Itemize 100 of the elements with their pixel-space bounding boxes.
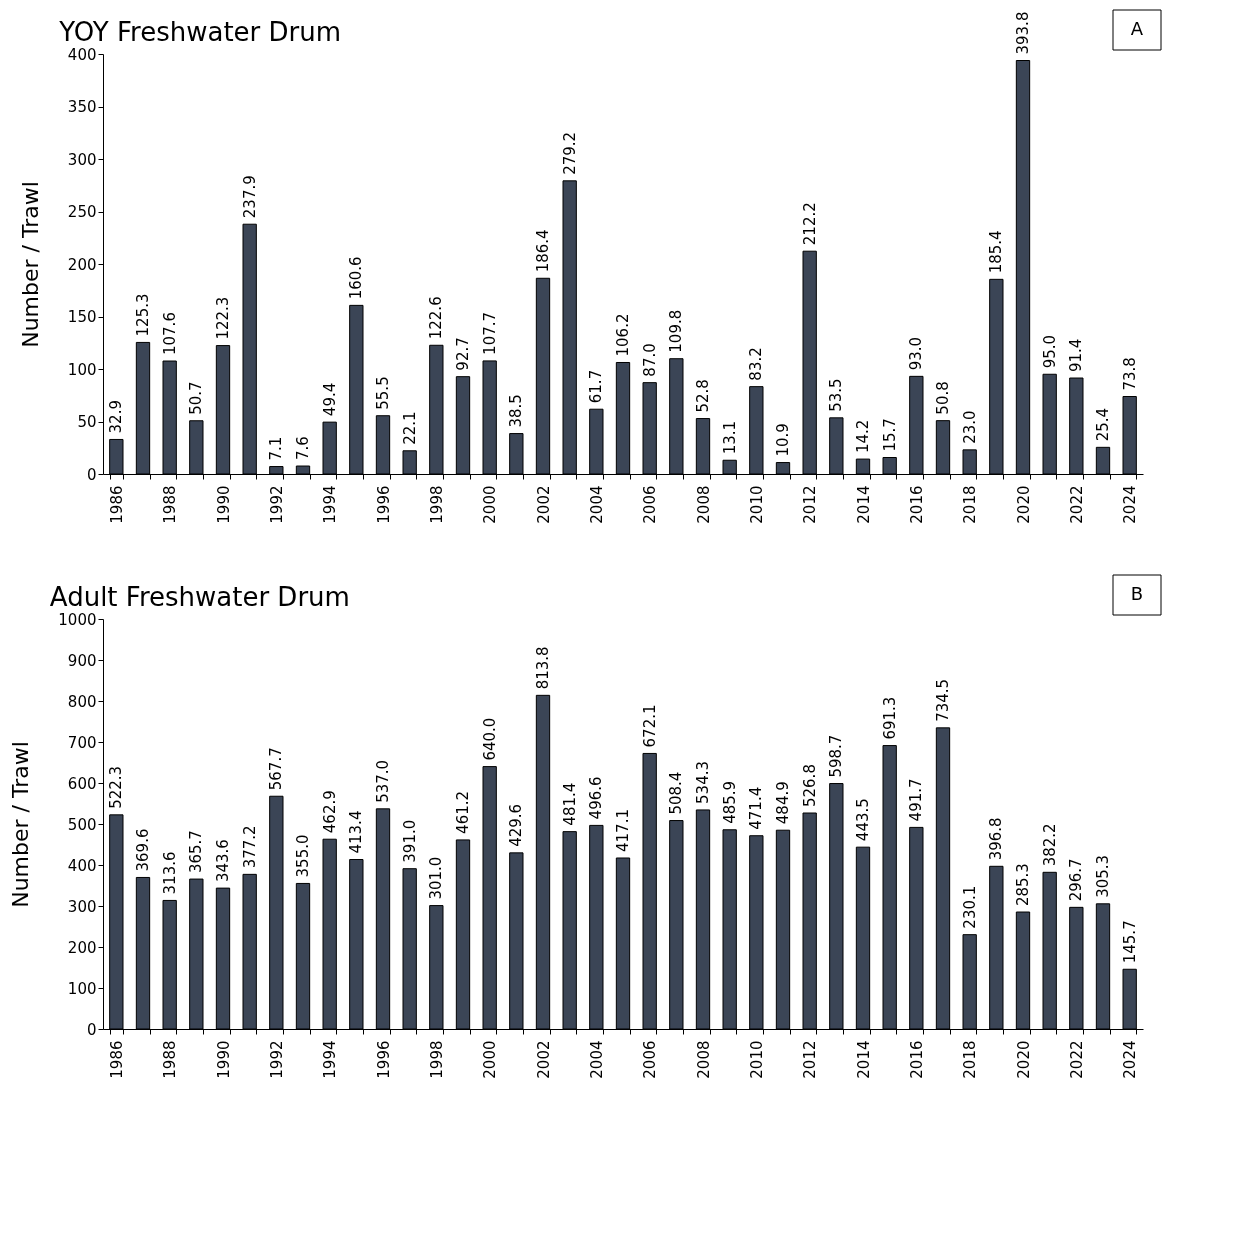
data-label: 462.9 (320, 790, 339, 834)
x-tick-label: 2006 (641, 1040, 660, 1079)
data-label: 485.9 (720, 780, 739, 824)
y-tick-label: 50 (77, 413, 97, 431)
x-tick-label: 2024 (1121, 1040, 1140, 1079)
y-tick-label: 200 (67, 938, 97, 957)
data-label: 32.9 (107, 400, 126, 434)
x-tick-label: 2008 (694, 1040, 713, 1079)
x-tick-label: 2012 (801, 485, 820, 524)
data-label: 301.0 (427, 856, 446, 900)
x-tick-label: 2010 (747, 1040, 766, 1079)
y-tick-label: 600 (67, 774, 97, 793)
y-tick-label: 0 (86, 1020, 97, 1039)
y-tick-label: 400 (67, 856, 97, 875)
data-label: 313.6 (160, 851, 179, 895)
data-label: 15.7 (880, 418, 899, 452)
data-label: 461.2 (454, 790, 472, 834)
x-tick-label: 1994 (321, 485, 340, 524)
data-label: 91.4 (1067, 338, 1086, 373)
x-tick-label: 1998 (427, 485, 446, 524)
data-label: 508.4 (667, 771, 686, 815)
x-tick-label: 1990 (214, 1040, 233, 1079)
x-tick-label: 2020 (1014, 1040, 1033, 1079)
data-label: 343.6 (214, 839, 232, 883)
x-tick-label: 2010 (747, 485, 766, 524)
y-tick-label: 150 (67, 308, 97, 326)
data-label: 369.6 (134, 828, 152, 872)
data-label: 305.3 (1094, 854, 1112, 898)
data-label: 212.2 (800, 202, 819, 246)
x-tick-label: 2002 (534, 1040, 553, 1079)
data-label: 186.4 (534, 229, 552, 273)
data-label: 691.3 (880, 696, 899, 740)
y-axis-title: Number / Trawl (8, 741, 34, 908)
x-tick-label: 2008 (694, 485, 713, 524)
y-tick-label: 1000 (58, 610, 97, 629)
data-label: 471.4 (747, 786, 766, 830)
y-tick-label: 100 (67, 360, 97, 379)
data-label: 73.8 (1120, 357, 1139, 391)
data-label: 38.5 (507, 394, 526, 428)
data-label: 95.0 (1040, 334, 1059, 369)
y-tick-label: 700 (67, 733, 97, 752)
x-tick-label: 1990 (214, 485, 233, 524)
y-tick-label: 0 (86, 465, 97, 484)
x-tick-label: 1996 (374, 485, 393, 524)
data-label: 355.0 (294, 834, 312, 878)
y-tick-label: 300 (67, 150, 97, 169)
x-tick-label: 1992 (267, 1040, 286, 1079)
y-tick-label: 250 (67, 203, 97, 221)
x-tick-label: 2016 (907, 1040, 926, 1079)
data-label: 396.8 (987, 817, 1006, 861)
data-label: 107.7 (480, 311, 499, 355)
y-tick-label: 500 (67, 815, 97, 834)
data-label: 296.7 (1067, 858, 1086, 902)
data-label: 382.2 (1040, 823, 1059, 867)
y-tick-label: 350 (67, 98, 97, 116)
y-tick-label: 900 (67, 651, 97, 670)
data-label: 55.5 (374, 376, 392, 410)
y-tick-label: 300 (67, 897, 97, 916)
data-label: 567.7 (267, 747, 286, 791)
data-label: 61.7 (587, 369, 606, 404)
data-label: 106.2 (614, 313, 632, 357)
data-label: 230.1 (960, 885, 979, 929)
y-tick-label: 800 (67, 692, 97, 711)
data-label: 23.0 (960, 410, 979, 444)
data-label: 52.8 (694, 379, 712, 413)
data-label: 7.1 (267, 436, 286, 461)
y-axis-title: Number / Trawl (17, 181, 43, 348)
x-tick-label: 2000 (481, 1040, 500, 1079)
data-label: 393.8 (1014, 11, 1032, 55)
data-label: 734.5 (934, 678, 952, 722)
data-label: 122.6 (427, 296, 446, 340)
data-label: 92.7 (454, 337, 472, 371)
data-label: 484.9 (774, 781, 792, 825)
data-label: 145.7 (1120, 920, 1139, 964)
chart-title: Adult Freshwater Drum (49, 581, 350, 612)
data-label: 53.5 (827, 378, 846, 412)
x-tick-label: 1988 (161, 1040, 180, 1079)
data-label: 413.4 (347, 810, 366, 854)
data-label: 537.0 (374, 759, 392, 803)
x-tick-label: 2004 (587, 1040, 606, 1079)
y-tick-label: 200 (67, 255, 97, 274)
x-tick-label: 2018 (961, 1040, 980, 1079)
data-label: 83.2 (747, 347, 766, 381)
data-label: 672.1 (640, 704, 659, 748)
data-label: 125.3 (134, 293, 152, 337)
y-tick-label: 400 (67, 45, 97, 64)
data-label: 813.8 (534, 646, 552, 690)
data-label: 107.6 (160, 312, 179, 356)
x-tick-label: 1994 (321, 1040, 340, 1079)
x-tick-label: 2004 (587, 485, 606, 524)
data-label: 491.7 (907, 778, 926, 822)
x-tick-label: 2024 (1121, 485, 1140, 524)
y-tick-label: 100 (67, 979, 97, 998)
x-tick-label: 1988 (161, 485, 180, 524)
data-label: 285.3 (1014, 863, 1032, 907)
chart-title: YOY Freshwater Drum (58, 16, 342, 47)
x-tick-label: 2002 (534, 485, 553, 524)
x-tick-label: 2000 (481, 485, 500, 524)
data-label: 109.8 (667, 309, 686, 353)
data-label: 496.6 (587, 776, 606, 820)
